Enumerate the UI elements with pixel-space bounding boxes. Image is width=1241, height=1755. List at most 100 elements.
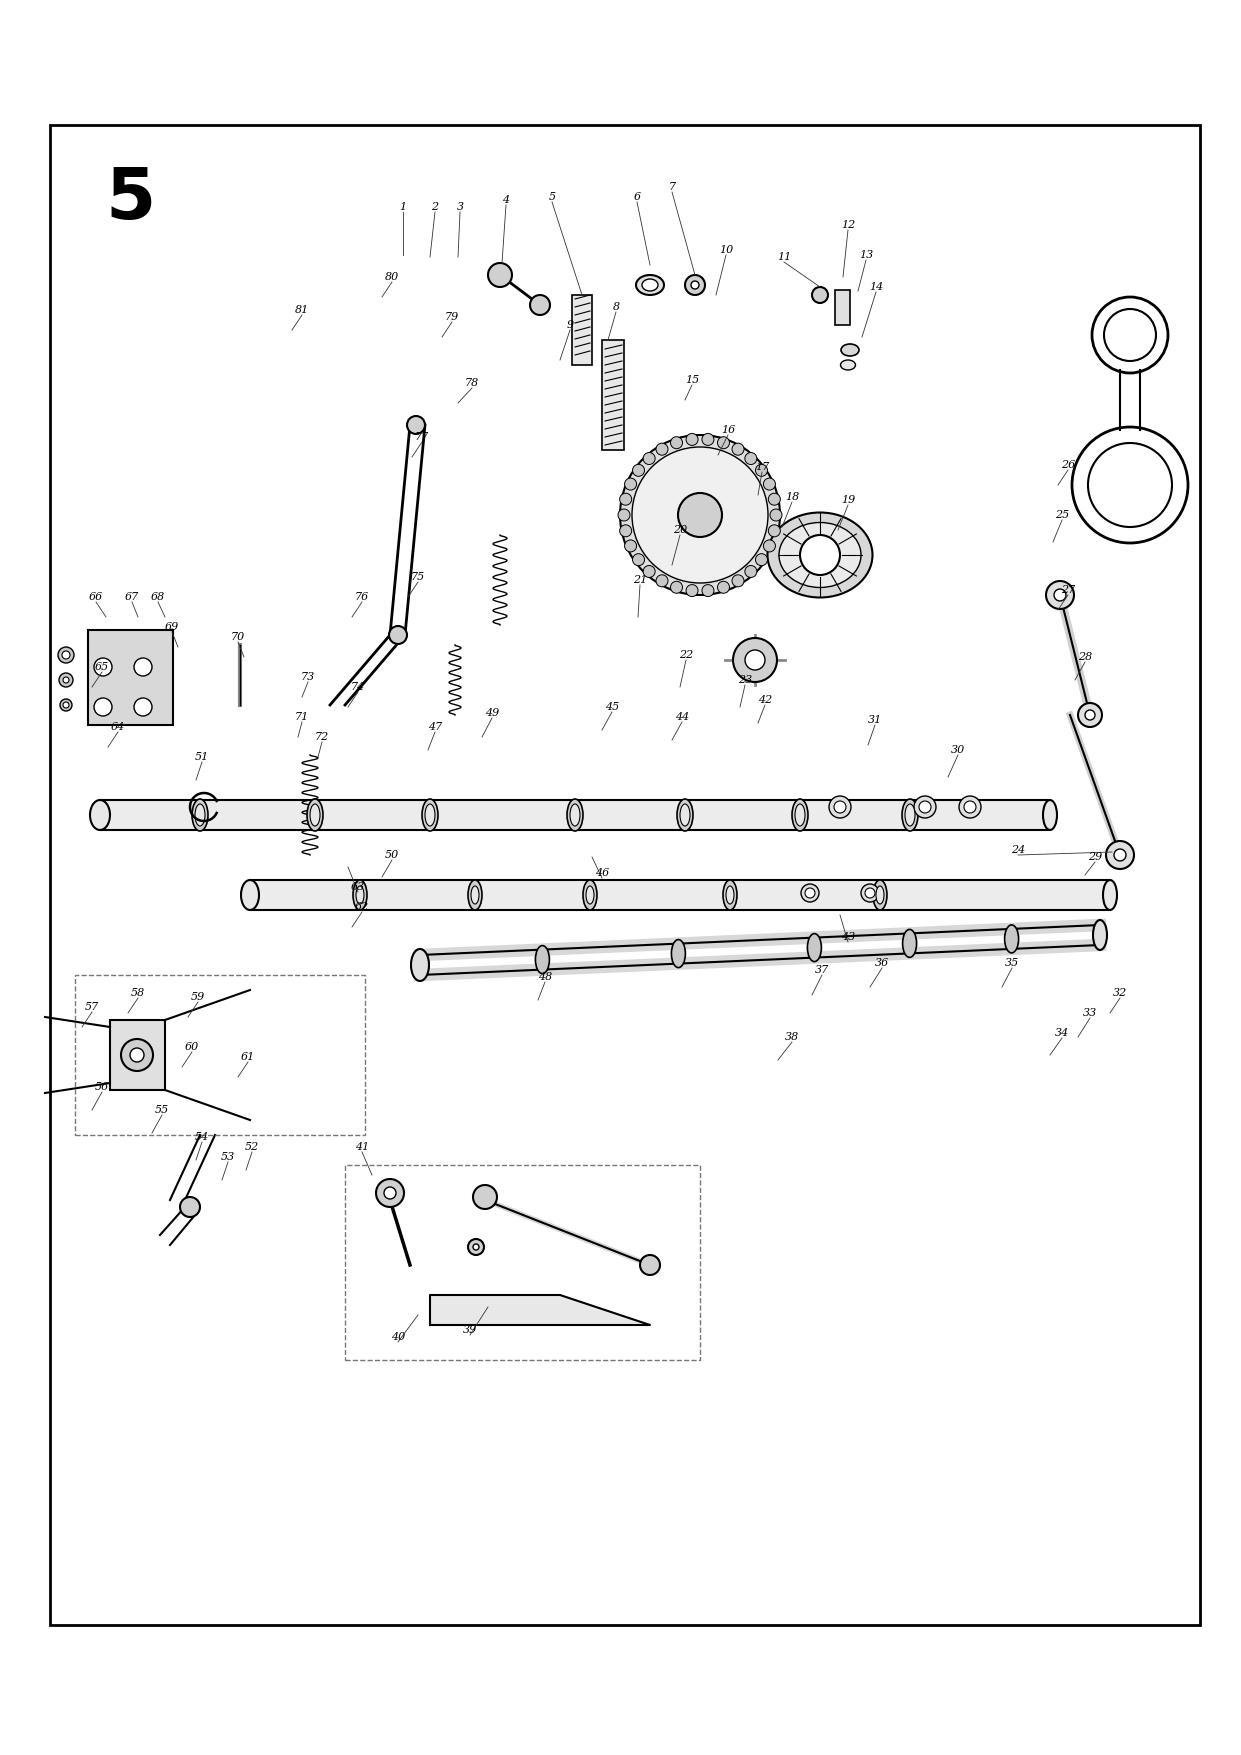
Text: 14: 14 <box>869 283 884 291</box>
Text: 23: 23 <box>738 676 752 684</box>
Circle shape <box>1114 849 1126 862</box>
Circle shape <box>756 465 767 476</box>
Circle shape <box>1078 704 1102 727</box>
Bar <box>110 1020 165 1090</box>
Text: 57: 57 <box>84 1002 99 1013</box>
Circle shape <box>763 541 776 551</box>
Text: 20: 20 <box>673 525 688 535</box>
Circle shape <box>60 672 73 686</box>
Text: 40: 40 <box>391 1332 405 1343</box>
Ellipse shape <box>422 799 438 832</box>
Circle shape <box>1072 426 1188 542</box>
Text: 53: 53 <box>221 1151 235 1162</box>
Ellipse shape <box>808 934 822 962</box>
Circle shape <box>376 1179 405 1207</box>
Ellipse shape <box>829 797 851 818</box>
Circle shape <box>745 453 757 465</box>
Ellipse shape <box>865 888 875 899</box>
Circle shape <box>670 581 683 593</box>
Ellipse shape <box>959 797 980 818</box>
Text: 21: 21 <box>633 576 647 584</box>
Circle shape <box>686 433 697 446</box>
Circle shape <box>763 477 776 490</box>
Ellipse shape <box>310 804 320 827</box>
Text: 17: 17 <box>755 462 769 472</box>
Ellipse shape <box>792 799 808 832</box>
Ellipse shape <box>352 879 367 911</box>
Circle shape <box>678 493 722 537</box>
Circle shape <box>130 1048 144 1062</box>
Text: 68: 68 <box>151 591 165 602</box>
Text: 76: 76 <box>355 591 369 602</box>
Text: 78: 78 <box>465 377 479 388</box>
Circle shape <box>800 535 840 576</box>
Text: 80: 80 <box>385 272 400 283</box>
Circle shape <box>812 288 828 304</box>
Ellipse shape <box>805 888 815 899</box>
Ellipse shape <box>356 886 364 904</box>
Text: 33: 33 <box>1083 1007 1097 1018</box>
Circle shape <box>624 541 637 551</box>
Text: 41: 41 <box>355 1143 369 1151</box>
Bar <box>74 976 365 1135</box>
Text: 7: 7 <box>669 183 675 191</box>
Text: 46: 46 <box>594 869 609 878</box>
Text: 55: 55 <box>155 1106 169 1114</box>
Text: 75: 75 <box>411 572 426 583</box>
Text: 10: 10 <box>719 246 733 254</box>
Circle shape <box>640 1255 660 1274</box>
Circle shape <box>768 493 781 505</box>
Text: 77: 77 <box>414 432 429 442</box>
Ellipse shape <box>307 799 323 832</box>
Text: 67: 67 <box>125 591 139 602</box>
Circle shape <box>732 444 745 455</box>
Text: 48: 48 <box>537 972 552 983</box>
Ellipse shape <box>570 804 580 827</box>
Circle shape <box>1092 297 1168 374</box>
Polygon shape <box>429 1295 650 1325</box>
Text: 34: 34 <box>1055 1028 1070 1037</box>
Circle shape <box>473 1244 479 1250</box>
Circle shape <box>618 509 630 521</box>
Ellipse shape <box>902 799 918 832</box>
Circle shape <box>745 565 757 577</box>
Text: 25: 25 <box>1055 511 1070 519</box>
Circle shape <box>1106 841 1134 869</box>
Text: 61: 61 <box>241 1051 256 1062</box>
Bar <box>249 879 1109 911</box>
Circle shape <box>643 453 655 465</box>
Circle shape <box>122 1039 153 1071</box>
Circle shape <box>702 433 714 446</box>
Ellipse shape <box>635 276 664 295</box>
Circle shape <box>768 525 781 537</box>
Text: 22: 22 <box>679 649 694 660</box>
Ellipse shape <box>840 360 855 370</box>
Text: 50: 50 <box>385 849 400 860</box>
Circle shape <box>1088 442 1172 526</box>
Text: 27: 27 <box>1061 584 1075 595</box>
Text: 6: 6 <box>633 191 640 202</box>
Text: 64: 64 <box>110 721 125 732</box>
Bar <box>101 800 1050 830</box>
Text: 65: 65 <box>94 662 109 672</box>
Circle shape <box>473 1185 496 1209</box>
Ellipse shape <box>905 804 915 827</box>
Bar <box>50 125 1200 1625</box>
Text: 35: 35 <box>1005 958 1019 969</box>
Circle shape <box>685 276 705 295</box>
Circle shape <box>620 435 781 595</box>
Text: 56: 56 <box>94 1083 109 1092</box>
Text: 11: 11 <box>777 253 791 261</box>
Text: 54: 54 <box>195 1132 210 1143</box>
Circle shape <box>383 1186 396 1199</box>
Text: 74: 74 <box>351 683 365 691</box>
Ellipse shape <box>915 797 936 818</box>
Circle shape <box>1054 590 1066 600</box>
Circle shape <box>94 658 112 676</box>
Bar <box>1119 370 1140 430</box>
Circle shape <box>619 525 632 537</box>
Ellipse shape <box>800 885 819 902</box>
Text: 66: 66 <box>89 591 103 602</box>
Text: 52: 52 <box>244 1143 259 1151</box>
Circle shape <box>134 658 151 676</box>
